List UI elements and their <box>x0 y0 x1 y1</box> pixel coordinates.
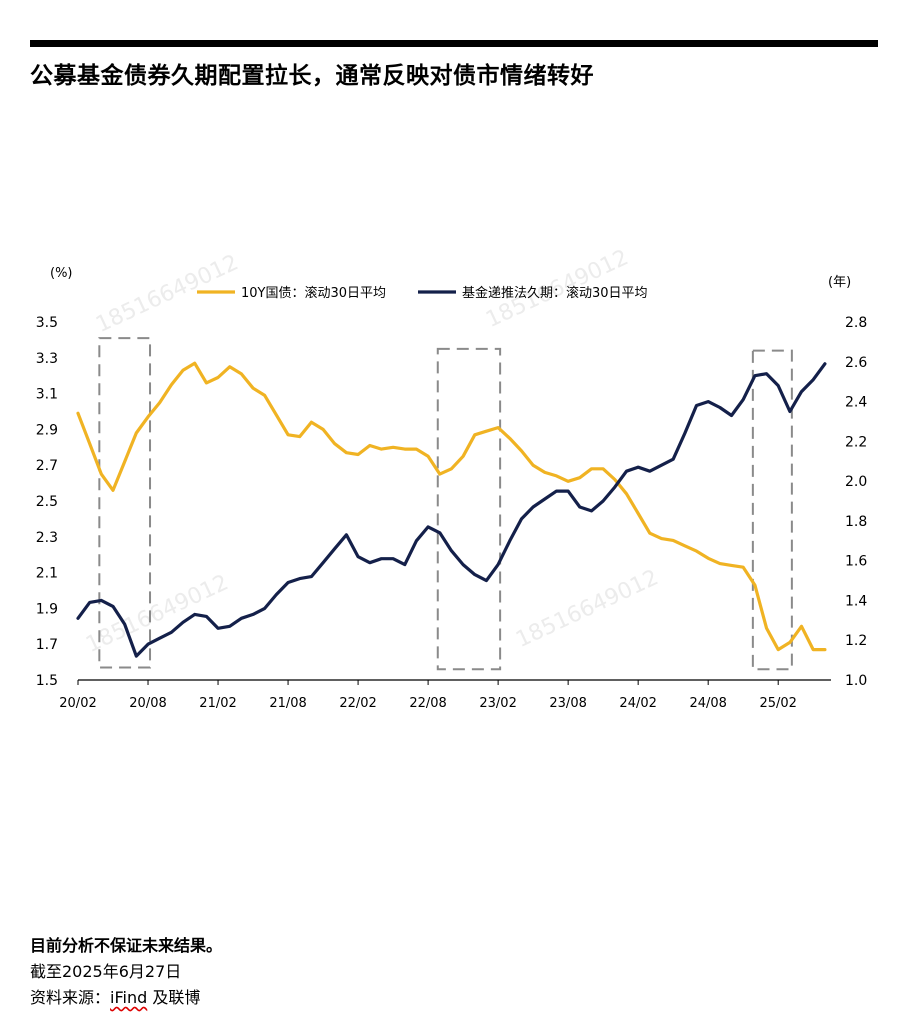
x-axis-tick-label: 21/08 <box>269 696 306 711</box>
x-axis-tick-label: 24/08 <box>689 696 726 711</box>
chart-legend: 10Y国债：滚动30日平均 基金递推法久期：滚动30日平均 <box>197 285 648 301</box>
right-axis-tick-label: 1.4 <box>845 593 867 609</box>
right-axis-tick-label: 1.2 <box>845 633 867 649</box>
series-lines <box>76 361 827 658</box>
x-axis-tick-label: 20/02 <box>59 696 96 711</box>
left-axis-tick-label: 1.9 <box>36 601 58 617</box>
left-axis-tick-label: 2.9 <box>36 422 58 438</box>
legend-label: 10Y国债：滚动30日平均 <box>241 285 386 301</box>
x-axis-tick-label: 23/02 <box>479 696 516 711</box>
left-axis-tick-label: 2.7 <box>36 458 58 474</box>
right-axis-tick-label: 2.8 <box>845 315 867 331</box>
source-brand: iFind <box>110 988 148 1007</box>
as-of-date: 截至2025年6月27日 <box>30 962 182 981</box>
right-axis-tick-label: 1.6 <box>845 554 867 570</box>
x-axis-tick-label: 21/02 <box>199 696 236 711</box>
source-prefix: 资料来源： <box>30 988 111 1007</box>
page-title: 公募基金债券久期配置拉长，通常反映对债市情绪转好 <box>30 63 594 89</box>
left-axis-tick-label: 3.1 <box>36 387 58 403</box>
highlight-period-box <box>436 347 502 671</box>
x-axis-tick-label: 22/08 <box>409 696 446 711</box>
right-axis-tick-label: 2.2 <box>845 434 867 450</box>
right-axis-tick-label: 1.0 <box>845 673 867 689</box>
x-axis-tick-label: 25/02 <box>759 696 796 711</box>
watermark-text: 18516649012 <box>92 250 242 338</box>
top-rule <box>30 40 878 47</box>
x-axis-tick-label: 20/08 <box>129 696 166 711</box>
left-axis-unit: (%) <box>50 266 73 281</box>
left-axis-tick-label: 3.5 <box>36 315 58 331</box>
left-axis-tick-label: 2.5 <box>36 494 58 510</box>
yield-series-line <box>76 361 827 652</box>
highlight-period-box <box>98 337 152 669</box>
left-axis-tick-label: 2.1 <box>36 566 58 582</box>
left-axis-tick-label: 1.5 <box>36 673 58 689</box>
highlight-period-box <box>751 349 793 671</box>
right-axis-tick-label: 1.8 <box>845 514 867 530</box>
x-axis-tick-label: 22/02 <box>339 696 376 711</box>
left-axis-tick-label: 3.3 <box>36 351 58 367</box>
x-axis-tick-label: 23/08 <box>549 696 586 711</box>
source-note: 资料来源：iFind 及联博 <box>30 984 200 1008</box>
chart-axes: 1.5 1.7 1.9 2.1 2.3 2.5 2.7 2.9 3.1 3.3 3.5 1.0 1.2 1… <box>36 266 868 711</box>
left-axis-tick-label: 1.7 <box>36 637 58 653</box>
right-axis-tick-label: 2.6 <box>845 355 867 371</box>
right-axis-tick-label: 2.0 <box>845 474 867 490</box>
source-suffix: 及联博 <box>147 988 201 1007</box>
watermark-text: 18516649012 <box>512 565 662 653</box>
legend-label: 基金递推法久期：滚动30日平均 <box>462 285 648 301</box>
duration-series-line <box>76 362 827 658</box>
x-axis-tick-label: 24/02 <box>619 696 656 711</box>
watermark-text: 18516649012 <box>82 570 232 658</box>
right-axis-tick-label: 2.4 <box>845 395 867 411</box>
highlight-boxes <box>98 337 793 671</box>
disclaimer: 目前分析不保证未来结果。 <box>30 936 223 955</box>
left-axis-tick-label: 2.3 <box>36 530 58 546</box>
right-axis-unit: (年) <box>828 275 851 290</box>
